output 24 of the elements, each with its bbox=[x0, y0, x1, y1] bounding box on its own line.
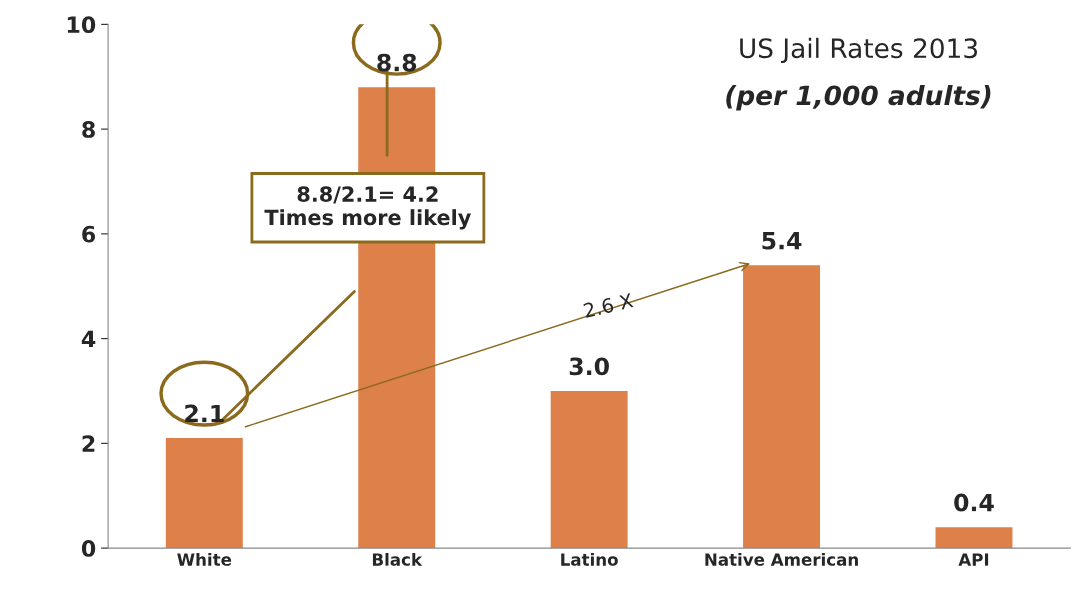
data-label: 0.4 bbox=[954, 493, 994, 512]
bar bbox=[743, 265, 821, 549]
data-label: 2.1 bbox=[185, 404, 224, 423]
x-tick-label: Black bbox=[372, 552, 423, 566]
y-tick-label: 4 bbox=[81, 330, 96, 348]
y-tick-label: 10 bbox=[67, 16, 96, 34]
data-label: 8.8 bbox=[377, 53, 417, 72]
bar bbox=[165, 438, 243, 549]
annotation: 8.8/2.1= 4.2 Times more likely bbox=[264, 186, 471, 230]
annotation: 2.6 X bbox=[583, 292, 634, 319]
bar bbox=[550, 390, 628, 549]
x-tick-label: White bbox=[177, 552, 232, 566]
x-tick-label: Native American bbox=[705, 552, 858, 566]
x-tick-label: API bbox=[958, 553, 989, 566]
x-tick-label: Latino bbox=[561, 552, 618, 566]
y-tick-label: 2 bbox=[82, 435, 95, 452]
bar bbox=[935, 527, 1013, 549]
chart-title: US Jail Rates 2013 bbox=[740, 37, 978, 64]
y-tick-label: 0 bbox=[81, 540, 96, 557]
text: (per 1,000 adults) bbox=[726, 84, 991, 111]
data-label: 3.0 bbox=[569, 357, 609, 376]
y-tick-label: 6 bbox=[82, 225, 96, 243]
y-tick-label: 8 bbox=[82, 121, 95, 138]
data-label: 5.4 bbox=[762, 232, 802, 250]
